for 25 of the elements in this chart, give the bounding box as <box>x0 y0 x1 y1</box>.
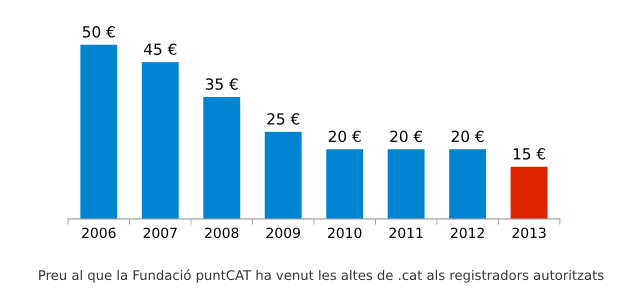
data-label: 45 € <box>144 43 176 56</box>
data-label: 50 € <box>82 26 115 38</box>
x-tick-label: 2011 <box>389 228 423 238</box>
data-label: 20 € <box>452 130 484 142</box>
data-label: 35 € <box>206 78 238 90</box>
bar <box>326 149 364 219</box>
x-tick-label: 2012 <box>450 228 484 238</box>
x-tick-label: 2007 <box>144 228 177 238</box>
data-label: 25 € <box>267 113 300 125</box>
x-tick-label: 2009 <box>266 228 300 238</box>
x-tick-label: 2008 <box>205 228 238 238</box>
bar <box>203 96 240 219</box>
bar <box>80 44 118 219</box>
x-tick-label: 2010 <box>328 228 362 238</box>
bar <box>510 166 548 219</box>
data-label: 20 € <box>390 130 422 142</box>
bar <box>142 62 179 219</box>
bar <box>264 132 302 219</box>
data-label: 15 € <box>514 148 546 160</box>
x-tick-label: 2006 <box>82 228 116 238</box>
data-label: 20 € <box>328 130 361 142</box>
text: Preu al que la Fundació puntCAT ha venut les altes de .cat als registradors autoritzats <box>39 269 604 283</box>
bar <box>388 149 425 219</box>
x-tick-label: 2013 <box>512 228 546 238</box>
bar <box>449 149 486 219</box>
